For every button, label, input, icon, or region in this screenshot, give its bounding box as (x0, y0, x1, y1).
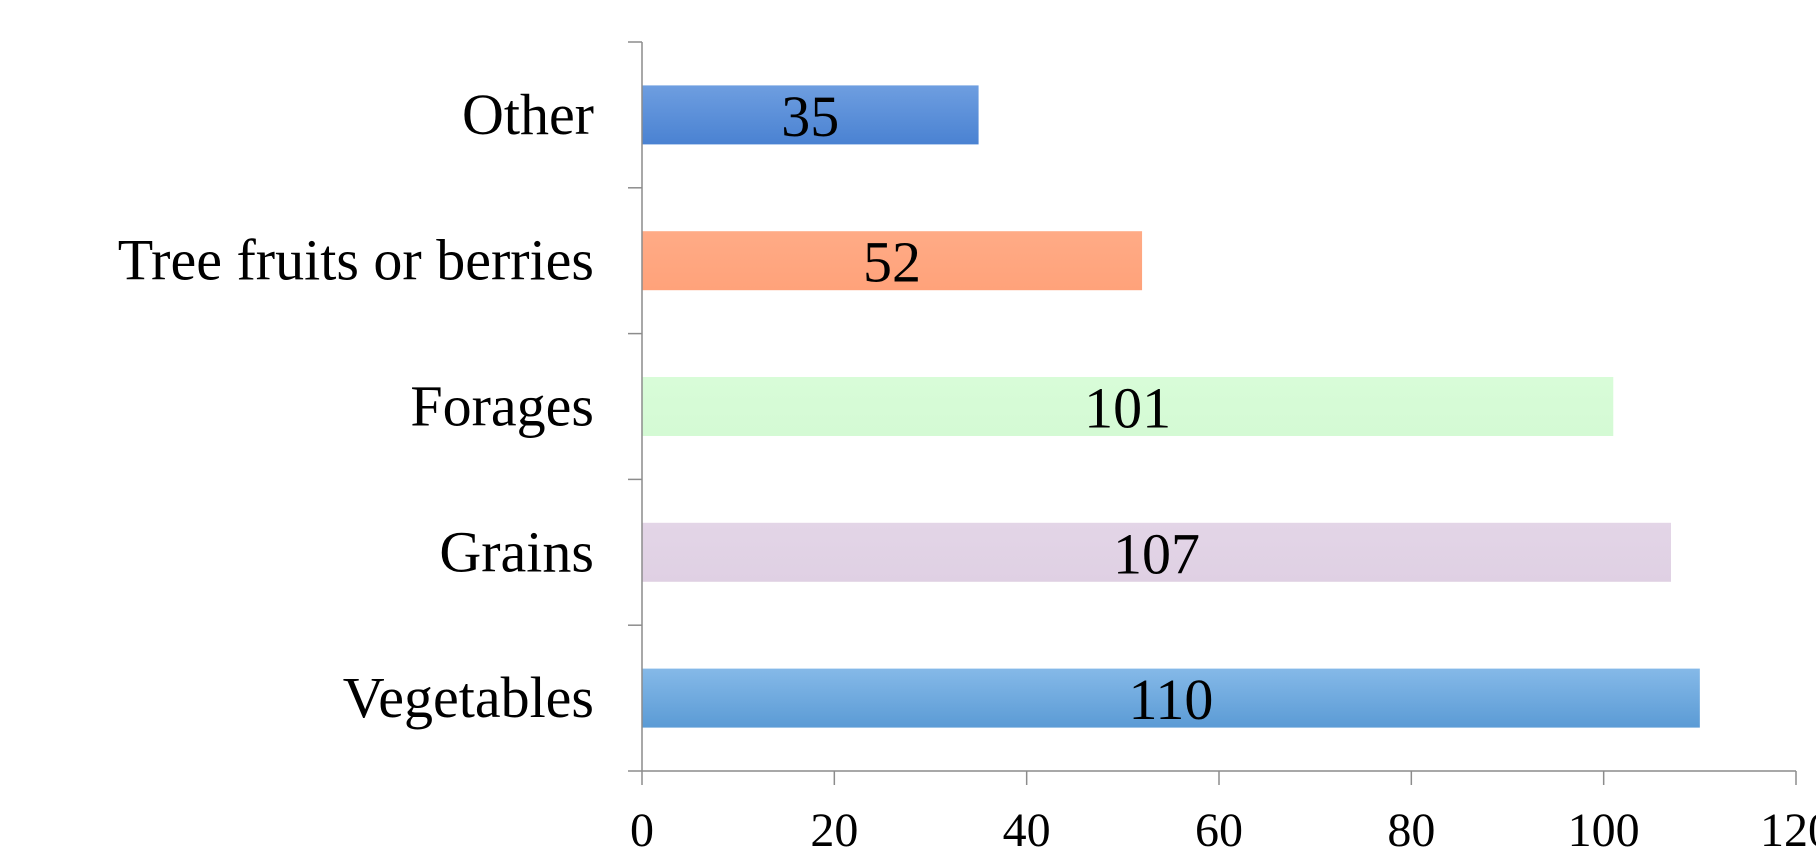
category-label: Other (462, 82, 594, 147)
x-tick-label: 20 (810, 804, 858, 851)
data-label: 101 (1084, 376, 1171, 441)
x-tick-label: 120 (1760, 804, 1816, 851)
category-label: Forages (410, 374, 594, 439)
bar-grains (642, 522, 1671, 582)
category-label: Vegetables (343, 665, 594, 730)
data-label: 110 (1128, 667, 1213, 732)
data-label: 35 (781, 84, 839, 149)
bar-vegetables (642, 668, 1700, 728)
x-tick-label: 100 (1568, 804, 1640, 851)
category-label: Grains (439, 519, 594, 584)
category-label: Tree fruits or berries (118, 228, 594, 293)
bar-forages (642, 377, 1614, 436)
data-label: 107 (1113, 521, 1200, 586)
x-tick-label: 40 (1003, 804, 1051, 851)
x-tick-label: 80 (1387, 804, 1435, 851)
x-tick-label: 60 (1195, 804, 1243, 851)
data-label: 52 (863, 230, 921, 295)
bar-other (642, 85, 979, 145)
x-tick-label: 0 (630, 804, 654, 851)
bar-tree-fruits-or-berries (642, 231, 1143, 291)
